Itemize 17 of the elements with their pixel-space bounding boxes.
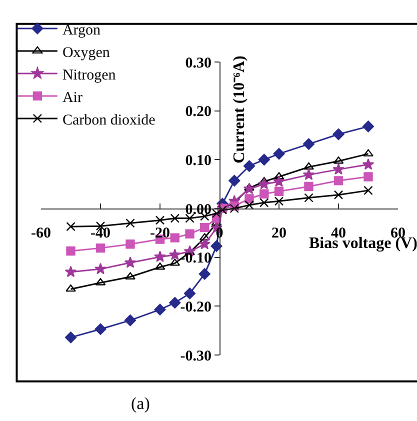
y-tick-label: -0.20 <box>180 299 212 316</box>
text: (a) <box>131 394 150 413</box>
y-tick-label: 0.10 <box>185 152 212 169</box>
x-tick-label: -60 <box>31 226 51 242</box>
legend-label: Argon <box>62 22 101 38</box>
legend-label: Nitrogen <box>62 67 116 84</box>
x-tick-label: 40 <box>331 226 346 242</box>
x-tick-label: -40 <box>90 226 110 242</box>
legend-label: Carbon dioxide <box>62 112 156 128</box>
y-axis-title: Current (10⁻⁶A) <box>230 56 248 164</box>
y-tick-label: -0.30 <box>180 348 212 364</box>
y-tick-label: 0.20 <box>185 104 212 120</box>
x-tick-label: -20 <box>150 226 170 242</box>
legend-label: Air <box>62 90 82 106</box>
y-tick-label: 0.30 <box>185 55 212 72</box>
x-tick-label: 20 <box>272 226 286 242</box>
legend-label: Oxygen <box>62 44 110 61</box>
